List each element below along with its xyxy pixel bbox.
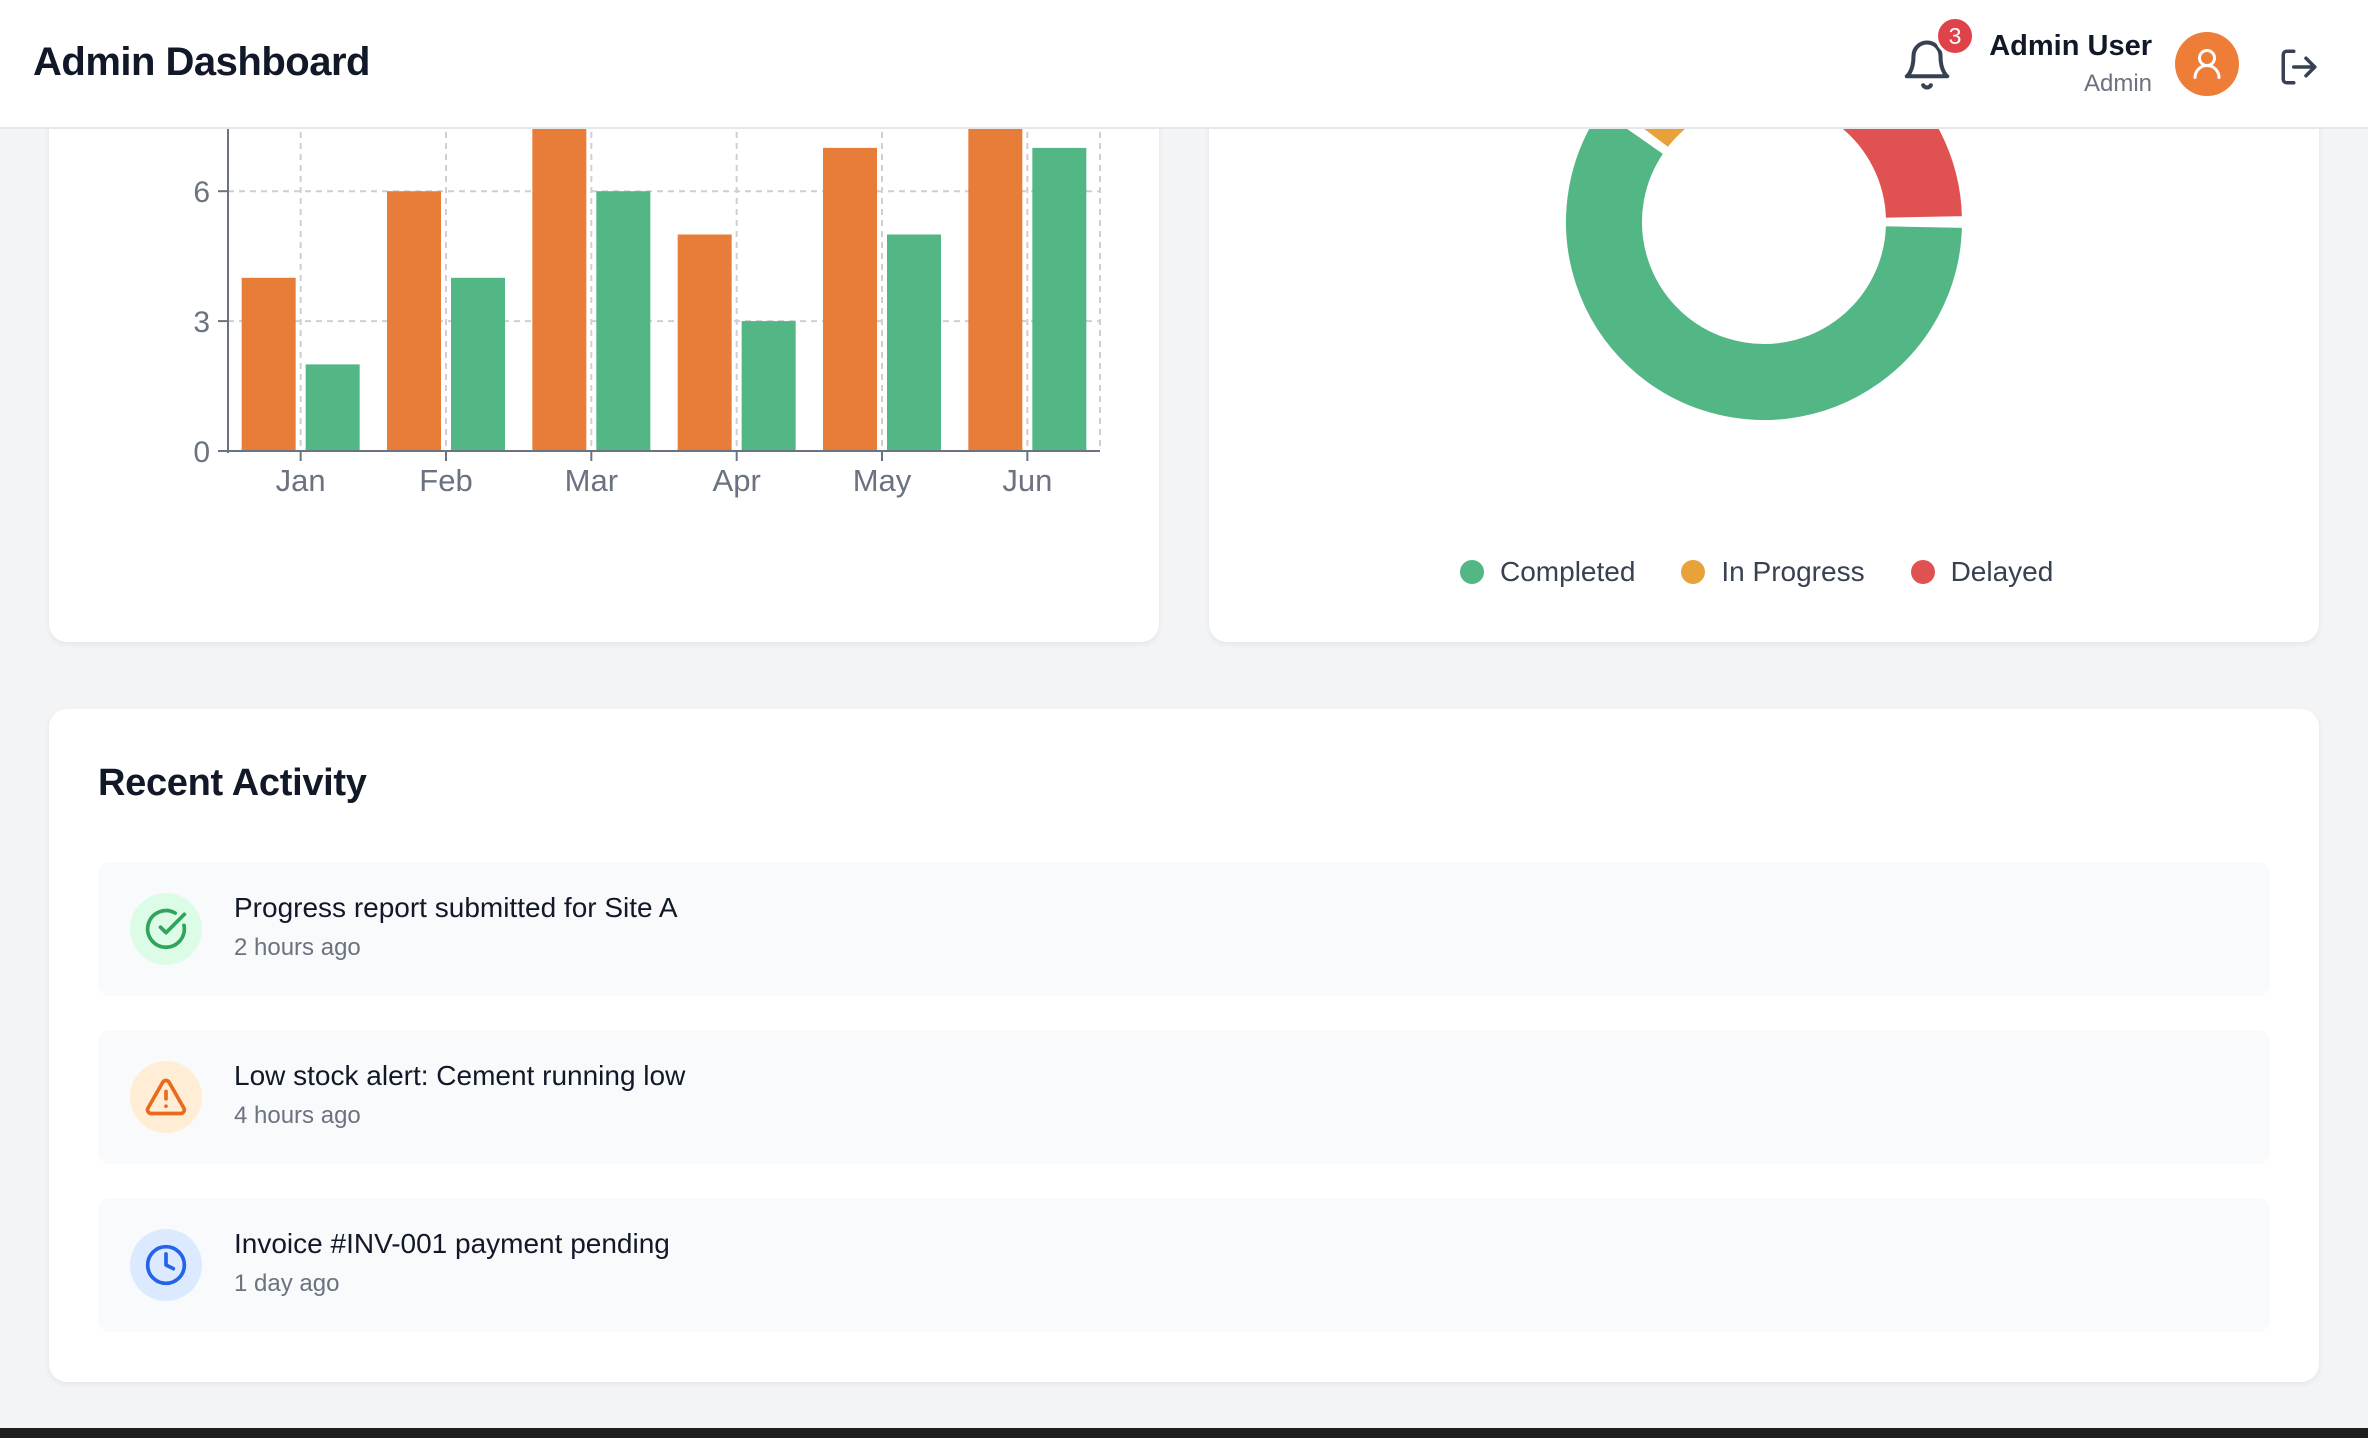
bar-mar-s2 xyxy=(596,191,651,451)
bar-jan-s1 xyxy=(241,277,296,451)
user-role: Admin xyxy=(2083,70,2152,97)
y-tick-label: 6 xyxy=(193,176,210,209)
y-tick-label: 0 xyxy=(193,436,210,469)
donut-legend: Completed In Progress Delayed xyxy=(1460,556,2099,588)
legend-dot-delayed xyxy=(1910,560,1935,584)
bar-may-s1 xyxy=(823,147,877,451)
activity-time: 2 hours ago xyxy=(234,934,361,961)
bar-jan-s2 xyxy=(305,364,360,451)
activity-item[interactable]: Progress report submitted for Site A 2 h… xyxy=(98,862,2270,996)
bar-chart: 0 3 6 Jan Feb Mar Apr May Jun xyxy=(193,0,1101,498)
activity-text: Low stock alert: Cement running low xyxy=(234,1060,686,1091)
activity-text: Progress report submitted for Site A xyxy=(234,892,678,923)
legend-label-completed: Completed xyxy=(1500,556,1636,587)
bar-apr-s2 xyxy=(741,321,796,451)
legend-item-completed[interactable]: Completed xyxy=(1460,556,1635,588)
legend-label-in-progress: In Progress xyxy=(1721,556,1865,587)
x-tick-label-mar: Mar xyxy=(565,463,618,498)
legend-dot-completed xyxy=(1460,560,1484,584)
page-title: Admin Dashboard xyxy=(33,40,370,84)
x-tick-label-apr: Apr xyxy=(713,463,761,498)
y-tick-label: 3 xyxy=(193,306,210,339)
activity-text: Invoice #INV-001 payment pending xyxy=(234,1228,670,1259)
window-bottom-edge xyxy=(0,1428,2368,1438)
legend-item-in-progress[interactable]: In Progress xyxy=(1681,556,1865,588)
top-header: Admin Dashboard 3 Admin User Admin xyxy=(0,0,2368,129)
clock-icon xyxy=(130,1229,202,1301)
user-name: Admin User xyxy=(1989,30,2152,62)
check-circle-icon xyxy=(130,893,202,965)
warning-icon xyxy=(130,1061,202,1133)
legend-dot-in-progress xyxy=(1681,560,1706,584)
activity-item[interactable]: Low stock alert: Cement running low 4 ho… xyxy=(98,1030,2270,1164)
x-tick-label-jan: Jan xyxy=(276,463,326,498)
activity-time: 1 day ago xyxy=(234,1270,340,1297)
bar-may-s2 xyxy=(887,234,941,451)
activity-item[interactable]: Invoice #INV-001 payment pending 1 day a… xyxy=(98,1198,2270,1332)
donut-slice-completed xyxy=(1562,104,1967,424)
notification-badge: 3 xyxy=(1935,16,1975,56)
bar-jun-s1 xyxy=(968,104,1023,451)
legend-label-delayed: Delayed xyxy=(1950,556,2054,587)
bar-jun-s2 xyxy=(1032,147,1087,451)
user-icon xyxy=(2193,49,2221,79)
x-tick-label-jun: Jun xyxy=(1002,463,1052,498)
bar-apr-s1 xyxy=(677,234,732,451)
avatar[interactable] xyxy=(2175,32,2239,96)
bar-feb-s1 xyxy=(387,191,441,451)
bell-icon[interactable] xyxy=(1900,38,1954,92)
x-tick-label-may: May xyxy=(853,463,912,498)
logout-icon[interactable] xyxy=(2278,46,2320,88)
legend-item-delayed[interactable]: Delayed xyxy=(1910,556,2054,588)
activity-time: 4 hours ago xyxy=(234,1102,361,1129)
x-tick-label-feb: Feb xyxy=(419,463,472,498)
recent-activity-title: Recent Activity xyxy=(98,762,367,804)
bar-mar-s1 xyxy=(532,104,587,451)
bar-feb-s2 xyxy=(451,277,505,451)
